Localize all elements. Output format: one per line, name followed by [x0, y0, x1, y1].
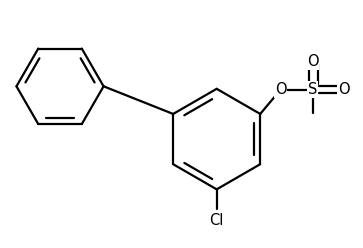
Text: O: O	[275, 82, 286, 97]
Text: O: O	[307, 54, 318, 69]
Text: S: S	[308, 82, 317, 97]
Text: Cl: Cl	[209, 213, 224, 228]
Text: O: O	[338, 82, 349, 97]
